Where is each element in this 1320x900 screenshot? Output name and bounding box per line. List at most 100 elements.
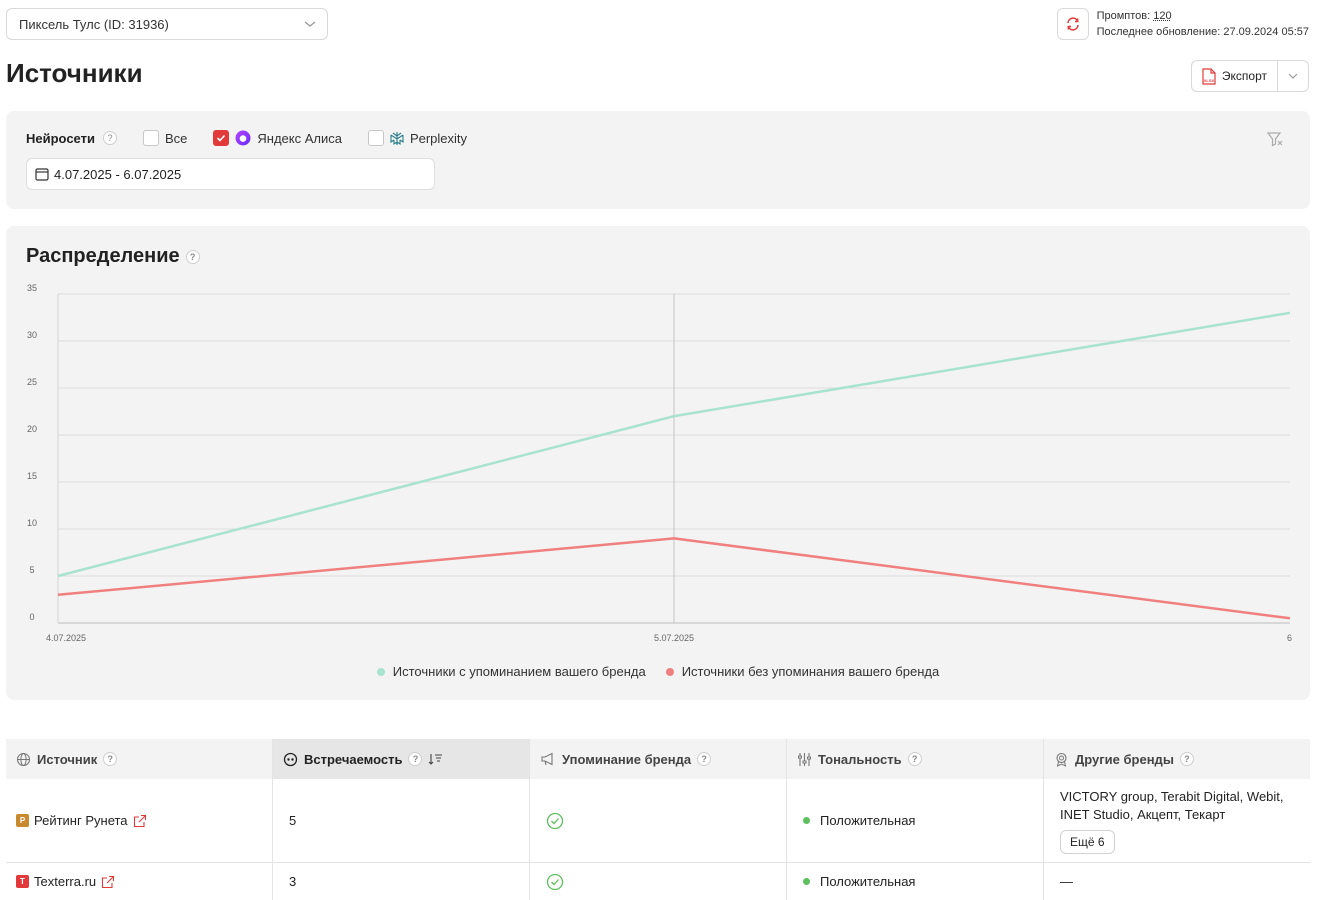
alice-logo-icon: [235, 130, 251, 146]
filter-option-label: Все: [164, 130, 188, 146]
y-tick-label: 15: [27, 471, 37, 481]
table-header: Источник ? Встречаемость ? Упоминание бр…: [6, 739, 1310, 779]
checkbox-perplexity[interactable]: [367, 130, 384, 146]
column-header-tone[interactable]: Тональность ?: [787, 739, 1044, 779]
chart-title-wrap: Распределение ?: [26, 245, 200, 268]
chart-title: Распределение: [26, 245, 180, 267]
filter-panel: Нейросети ? Все Яндекс Алиса Perplexity: [6, 111, 1310, 209]
sources-table: Источник ? Встречаемость ? Упоминание бр…: [6, 739, 1310, 900]
legend-dot: [665, 667, 674, 676]
tone-cell: Положительная: [787, 779, 1044, 862]
date-range-input[interactable]: 4.07.2025 - 6.07.2025: [26, 158, 435, 190]
x-tick-label: 4.07.2025: [46, 633, 86, 643]
prompts-label: Промптов:: [1096, 10, 1151, 22]
y-tick-label: 5: [29, 565, 34, 575]
meta-block: Промптов: 120 Последнее обновление: 27.0…: [1056, 8, 1309, 40]
external-link-icon[interactable]: [133, 814, 147, 828]
help-icon[interactable]: ?: [1179, 752, 1194, 766]
meta-text: Промптов: 120 Последнее обновление: 27.0…: [1097, 8, 1309, 40]
tone-label: Положительная: [820, 813, 916, 828]
filter-option-all[interactable]: Все: [142, 130, 188, 146]
quote-bubble-icon: [283, 752, 298, 766]
ratingruneta-favicon-icon: Р: [16, 814, 29, 827]
legend-label: Источники с упоминанием вашего бренда: [392, 664, 646, 679]
texterra-favicon-icon: T: [16, 875, 29, 888]
source-name[interactable]: Рейтинг Рунета: [34, 813, 128, 828]
source-name[interactable]: Texterra.ru: [34, 874, 97, 889]
export-button[interactable]: XLSX Экспорт: [1192, 61, 1278, 91]
brand-mention-cell: [530, 863, 787, 900]
series-line: [57, 311, 1291, 578]
xlsx-file-icon: XLSX: [1202, 67, 1216, 85]
filter-option-yandex-alice[interactable]: Яндекс Алиса: [213, 130, 342, 146]
chevron-down-icon: [1288, 73, 1298, 79]
globe-icon: [16, 752, 31, 766]
column-header-occurrence[interactable]: Встречаемость ?: [273, 739, 530, 779]
column-header-label: Другие бренды: [1075, 751, 1174, 767]
column-header-other-brands[interactable]: Другие бренды ?: [1044, 739, 1310, 779]
other-brands-cell: —: [1044, 863, 1310, 900]
legend-dot: [376, 667, 385, 676]
column-header-label: Источник: [37, 751, 98, 767]
column-header-label: Встречаемость: [304, 751, 403, 767]
filter-option-perplexity[interactable]: Perplexity: [367, 130, 467, 146]
export-group: XLSX Экспорт: [1190, 60, 1309, 92]
series-line: [57, 537, 1291, 620]
chart-panel: Распределение ? 0 5 10 15 20 25 30 35 4.07.2025 5…: [6, 226, 1310, 700]
y-tick-label: 25: [27, 377, 37, 387]
date-range-value: 4.07.2025 - 6.07.2025: [54, 166, 182, 182]
help-icon[interactable]: ?: [907, 752, 922, 766]
filter-clear-icon[interactable]: [1266, 130, 1284, 148]
y-tick-label: 0: [29, 612, 34, 622]
perplexity-logo-icon: [390, 131, 404, 145]
external-link-icon[interactable]: [101, 875, 115, 889]
x-tick-label: 6: [1287, 633, 1292, 643]
help-icon[interactable]: ?: [408, 752, 423, 766]
neural-filter-label: Нейросети: [26, 130, 95, 146]
project-select[interactable]: Пиксель Тулс (ID: 31936): [6, 8, 328, 40]
legend-item-without-brand[interactable]: Источники без упоминания вашего бренда: [665, 664, 939, 679]
checkbox-yandex-alice[interactable]: [213, 130, 230, 146]
check-circle-icon: [546, 873, 564, 890]
column-header-label: Упоминание бренда: [562, 751, 692, 767]
megaphone-icon: [541, 752, 553, 766]
badge-icon: [1056, 752, 1067, 767]
sort-desc-icon[interactable]: [428, 753, 443, 766]
last-updated: Последнее обновление: 27.09.2024 05:57: [1096, 26, 1309, 38]
refresh-button[interactable]: [1056, 8, 1089, 40]
chevron-down-icon: [304, 21, 316, 27]
tone-cell: Положительная: [787, 863, 1044, 900]
line-chart: 0 5 10 15 20 25 30 35 4.07.2025 5.07.2025 6: [27, 283, 1292, 643]
brand-mention-cell: [530, 779, 787, 862]
help-icon[interactable]: ?: [185, 249, 200, 264]
neural-filter-row: Нейросети ? Все Яндекс Алиса Perplexity: [26, 130, 467, 146]
y-tick-label: 10: [27, 518, 37, 528]
export-dropdown-button[interactable]: [1278, 61, 1308, 91]
refresh-icon: [1066, 17, 1079, 31]
export-label: Экспорт: [1221, 69, 1267, 83]
occurrence-cell: 5: [273, 779, 530, 862]
source-cell: T Texterra.ru: [6, 863, 273, 900]
project-select-value: Пиксель Тулс (ID: 31936): [19, 16, 169, 32]
source-cell: Р Рейтинг Рунета: [6, 779, 273, 862]
help-icon[interactable]: ?: [102, 131, 117, 145]
prompts-value[interactable]: 120: [1153, 10, 1172, 22]
tone-label: Положительная: [820, 874, 916, 889]
legend-item-with-brand[interactable]: Источники с упоминанием вашего бренда: [376, 664, 646, 679]
column-header-brand-mention[interactable]: Упоминание бренда ?: [530, 739, 787, 779]
column-header-source[interactable]: Источник ?: [6, 739, 273, 779]
help-icon[interactable]: ?: [103, 752, 118, 766]
xlsx-badge: XLSX: [1204, 78, 1215, 83]
checkbox-all[interactable]: [142, 130, 159, 146]
check-circle-icon: [546, 812, 564, 829]
other-brands-cell: VICTORY group, Terabit Digital, Webit, I…: [1044, 779, 1310, 862]
sliders-icon: [798, 752, 811, 766]
help-icon[interactable]: ?: [697, 752, 712, 766]
column-header-label: Тональность: [818, 751, 902, 767]
other-brands-list: —: [1060, 874, 1073, 889]
occurrence-cell: 3: [273, 863, 530, 900]
tone-dot: [803, 878, 810, 885]
show-more-brands-button[interactable]: Ещё 6: [1060, 829, 1115, 854]
x-tick-label: 5.07.2025: [654, 633, 694, 643]
chart-legend: Источники с упоминанием вашего бренда Ис…: [6, 664, 1310, 679]
